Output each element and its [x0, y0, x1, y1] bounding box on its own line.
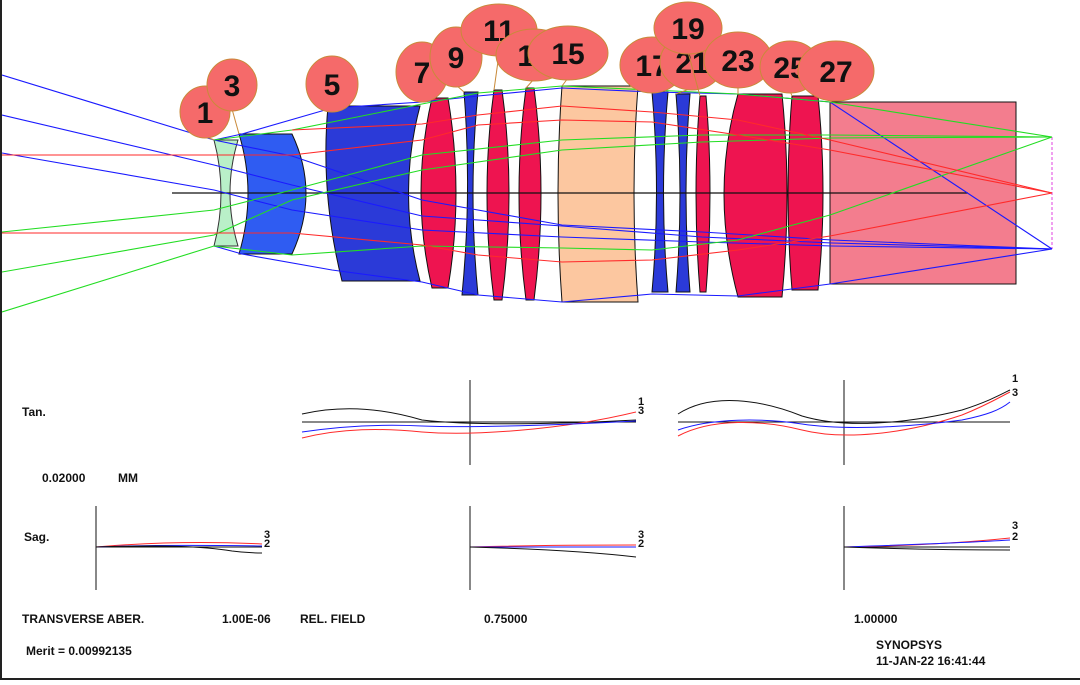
- software-name: SYNOPSYS: [876, 638, 943, 652]
- tan-curve-1-mid: [301, 408, 637, 425]
- scale-value: 0.02000: [42, 471, 86, 485]
- surface-label-27: 27: [819, 56, 852, 89]
- ray-blue-lower-marginal: [213, 245, 1053, 303]
- lens-element-12: [723, 93, 788, 298]
- surface-balloon-19: [653, 1, 723, 55]
- surface-label-1: 1: [197, 97, 214, 130]
- scale-unit: MM: [118, 471, 138, 485]
- sag-curve-black-mid: [469, 546, 637, 558]
- ray-green-1: [1, 134, 1053, 233]
- sag-curve-black-left: [95, 545, 263, 554]
- ray-blue-2: [1, 114, 1053, 250]
- ray-red-1: [2, 119, 1053, 194]
- sag-curve-id-3-left: 3: [264, 529, 271, 541]
- tan-curve-2-right: [677, 401, 1011, 431]
- tan-curve-id-1-right: 1: [1012, 373, 1019, 385]
- sag-curve-red-left: [95, 542, 263, 548]
- balloon-leader-19: [687, 51, 701, 97]
- sag-curve-id-2-mid: 2: [638, 538, 645, 550]
- sag-curve-id-3-right: 3: [1012, 520, 1019, 532]
- balloon-leader-3: [231, 108, 240, 135]
- timestamp: 11-JAN-22 16:41:44: [876, 654, 986, 668]
- tan-curve-id-3-right: 3: [1012, 387, 1019, 399]
- surface-balloon-27: [797, 40, 875, 102]
- transverse-aber-value: 1.00E-06: [222, 612, 271, 626]
- surface-label-3: 3: [224, 70, 241, 103]
- rel-field-label: REL. FIELD: [300, 612, 366, 626]
- surface-label-23: 23: [721, 45, 754, 78]
- surface-balloons: 13579111315172119232527: [179, 1, 875, 141]
- surface-balloon-3: [206, 58, 258, 112]
- lens-element-11: [695, 95, 711, 293]
- surface-label-15: 15: [551, 38, 584, 71]
- tan-curve-3-mid: [301, 411, 637, 439]
- tan-curve-1-right: [677, 389, 1011, 424]
- tan-label: Tan.: [22, 405, 46, 419]
- surface-label-5: 5: [324, 69, 341, 102]
- lens-element-6: [486, 89, 510, 301]
- rel-field-value-mid: 0.75000: [484, 612, 528, 626]
- sag-curve-id-2-left: 2: [264, 538, 271, 550]
- tan-curve-id-3-mid: 3: [638, 405, 645, 417]
- lens-element-7: [518, 87, 542, 301]
- sag-curve-red-mid: [469, 544, 637, 548]
- sag-curve-id-2-right: 2: [1012, 531, 1019, 543]
- surface-balloon-5: [305, 55, 359, 113]
- surface-label-7: 7: [414, 57, 431, 90]
- lens-element-8: [557, 85, 639, 303]
- sag-curve-id-3-mid: 3: [638, 529, 645, 541]
- sag-curve-black-right: [843, 546, 1011, 551]
- ray-green-2: [1, 136, 1053, 273]
- tan-curve-2-mid: [301, 420, 637, 433]
- aberration-plots: [95, 380, 1011, 590]
- lens-element-9: [651, 91, 669, 293]
- tan-curve-id-1-mid: 1: [638, 396, 645, 408]
- transverse-aber-label: TRANSVERSE ABER.: [22, 612, 145, 626]
- ray-green-3: [1, 136, 1053, 313]
- ray-bundle: [1, 74, 1053, 313]
- ray-blue-3: [1, 152, 1053, 250]
- sag-curve-blue-right: [843, 539, 1011, 548]
- surface-label-19: 19: [671, 13, 704, 46]
- rel-field-value-right: 1.00000: [854, 612, 898, 626]
- ray-red-2: [2, 192, 1053, 263]
- surface-balloon-15: [527, 25, 609, 81]
- surface-label-9: 9: [448, 42, 465, 75]
- ray-red-3: [291, 105, 1053, 194]
- lens-elements: [213, 85, 1053, 303]
- tan-curve-3-right: [677, 391, 1011, 437]
- sag-label: Sag.: [24, 530, 50, 544]
- merit-value: Merit = 0.00992135: [26, 644, 132, 658]
